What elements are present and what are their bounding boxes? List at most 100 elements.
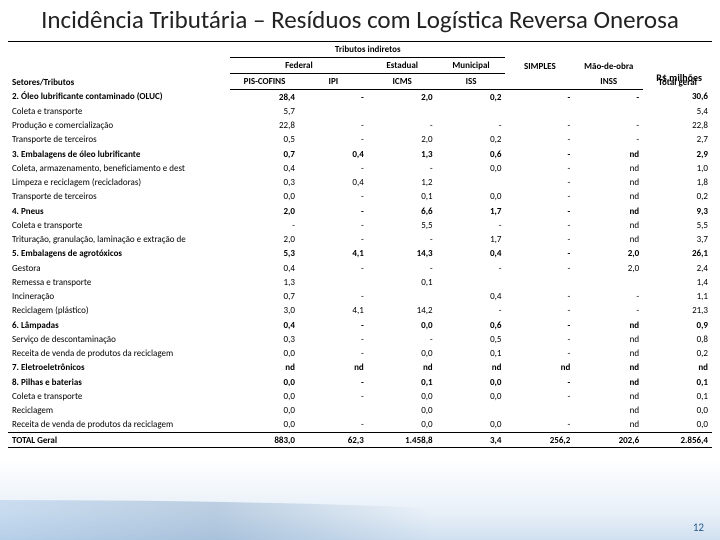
row-value: - — [299, 389, 368, 403]
row-value: nd — [574, 389, 643, 403]
table-row: TOTAL Geral883,062,31.458,83,4256,2202,6… — [8, 433, 712, 448]
table-row: Produção e comercialização22,8-----22,8 — [8, 119, 712, 133]
table-row: Reciclagem (plástico)3,04,114,2---21,3 — [8, 304, 712, 318]
row-value: 5,4 — [643, 104, 712, 118]
unit-label: R$ milhões — [656, 71, 702, 84]
row-value — [505, 104, 574, 118]
row-value: 0,0 — [437, 161, 506, 175]
tax-table-container: Setores/Tributos Tributos indiretos SIMP… — [0, 41, 720, 448]
row-value: 4,1 — [299, 247, 368, 261]
row-value: 0,0 — [230, 347, 299, 361]
row-value: 1.458,8 — [368, 433, 437, 448]
table-row: Transporte de terceiros0,0-0,10,0-nd0,2 — [8, 190, 712, 204]
table-row: Gestora0,4----2,02,4 — [8, 261, 712, 275]
background-swoosh — [0, 500, 720, 540]
row-label: Reciclagem — [8, 404, 230, 418]
row-value: - — [299, 161, 368, 175]
row-value: 30,6 — [643, 90, 712, 105]
row-value: - — [505, 347, 574, 361]
row-value: - — [505, 247, 574, 261]
row-value — [368, 290, 437, 304]
row-label: Receita de venda de produtos da reciclag… — [8, 418, 230, 433]
row-value — [437, 275, 506, 289]
col-header-mao-de-obra: Mão-de-obra — [574, 42, 643, 74]
row-value: - — [299, 261, 368, 275]
table-row: 7. Eletroeletrônicosndndndndndndnd — [8, 361, 712, 375]
row-value: 0,2 — [437, 90, 506, 105]
row-value: - — [505, 332, 574, 346]
row-value — [437, 104, 506, 118]
row-value: - — [574, 90, 643, 105]
row-label: 7. Eletroeletrônicos — [8, 361, 230, 375]
row-value: 0,0 — [643, 404, 712, 418]
row-value: 26,1 — [643, 247, 712, 261]
row-value: 0,4 — [299, 147, 368, 161]
row-value: - — [368, 161, 437, 175]
row-value: 0,4 — [299, 176, 368, 190]
row-value: - — [505, 147, 574, 161]
row-value: - — [505, 133, 574, 147]
row-value: nd — [574, 332, 643, 346]
row-value — [299, 275, 368, 289]
row-value: 2,0 — [230, 204, 299, 218]
col-group-indirect: Tributos indiretos — [230, 42, 505, 58]
table-row: Transporte de terceiros0,5-2,00,2--2,7 — [8, 133, 712, 147]
row-value: 0,0 — [368, 347, 437, 361]
row-value: - — [299, 218, 368, 232]
row-label: 6. Lâmpadas — [8, 318, 230, 332]
row-label: Produção e comercialização — [8, 119, 230, 133]
row-value: 0,1 — [437, 347, 506, 361]
row-value: nd — [574, 404, 643, 418]
row-label: Coleta e transporte — [8, 218, 230, 232]
row-value: 0,2 — [643, 347, 712, 361]
table-header: Setores/Tributos Tributos indiretos SIMP… — [8, 42, 712, 90]
table-row: 4. Pneus2,0-6,61,7-nd9,3 — [8, 204, 712, 218]
row-value: 5,5 — [368, 218, 437, 232]
row-value: 0,1 — [368, 375, 437, 389]
row-value: 14,2 — [368, 304, 437, 318]
row-label: Coleta e transporte — [8, 389, 230, 403]
table-row: Coleta e transporte5,7 5,4 — [8, 104, 712, 118]
row-label: 5. Embalagens de agrotóxicos — [8, 247, 230, 261]
row-value: 5,5 — [643, 218, 712, 232]
row-value: 21,3 — [643, 304, 712, 318]
col-header-icms: ICMS — [368, 74, 437, 90]
table-row: Trituração, granulação, laminação e extr… — [8, 233, 712, 247]
row-value: 0,0 — [368, 418, 437, 433]
row-value: - — [299, 318, 368, 332]
row-value: - — [505, 375, 574, 389]
row-label: Coleta e transporte — [8, 104, 230, 118]
row-value: 62,3 — [299, 433, 368, 448]
row-value: - — [505, 304, 574, 318]
row-value: nd — [574, 347, 643, 361]
row-value: nd — [643, 361, 712, 375]
table-row: 6. Lâmpadas0,4-0,00,6-nd0,9 — [8, 318, 712, 332]
row-value: 1,2 — [368, 176, 437, 190]
row-value: nd — [299, 361, 368, 375]
row-value: - — [299, 133, 368, 147]
col-header-inss: INSS — [574, 74, 643, 90]
row-value: - — [299, 418, 368, 433]
row-value: 256,2 — [505, 433, 574, 448]
row-value: 9,3 — [643, 204, 712, 218]
row-value: - — [299, 233, 368, 247]
row-value: - — [574, 119, 643, 133]
row-value: 2,4 — [643, 261, 712, 275]
row-value: 5,7 — [230, 104, 299, 118]
row-value: 0,0 — [368, 404, 437, 418]
row-value: - — [505, 318, 574, 332]
row-value: - — [299, 347, 368, 361]
row-value: - — [505, 176, 574, 190]
row-value: 0,5 — [230, 133, 299, 147]
row-label: Receita de venda de produtos da reciclag… — [8, 347, 230, 361]
row-value: nd — [574, 418, 643, 433]
row-value: 0,1 — [368, 275, 437, 289]
row-value: - — [505, 90, 574, 105]
row-value: 0,7 — [230, 147, 299, 161]
row-value — [299, 404, 368, 418]
col-header-ipi: IPI — [299, 74, 368, 90]
row-value: 0,0 — [368, 318, 437, 332]
row-value: 2,0 — [230, 233, 299, 247]
table-body: 2. Óleo lubrificante contaminado (OLUC)2… — [8, 90, 712, 448]
row-value: nd — [574, 318, 643, 332]
